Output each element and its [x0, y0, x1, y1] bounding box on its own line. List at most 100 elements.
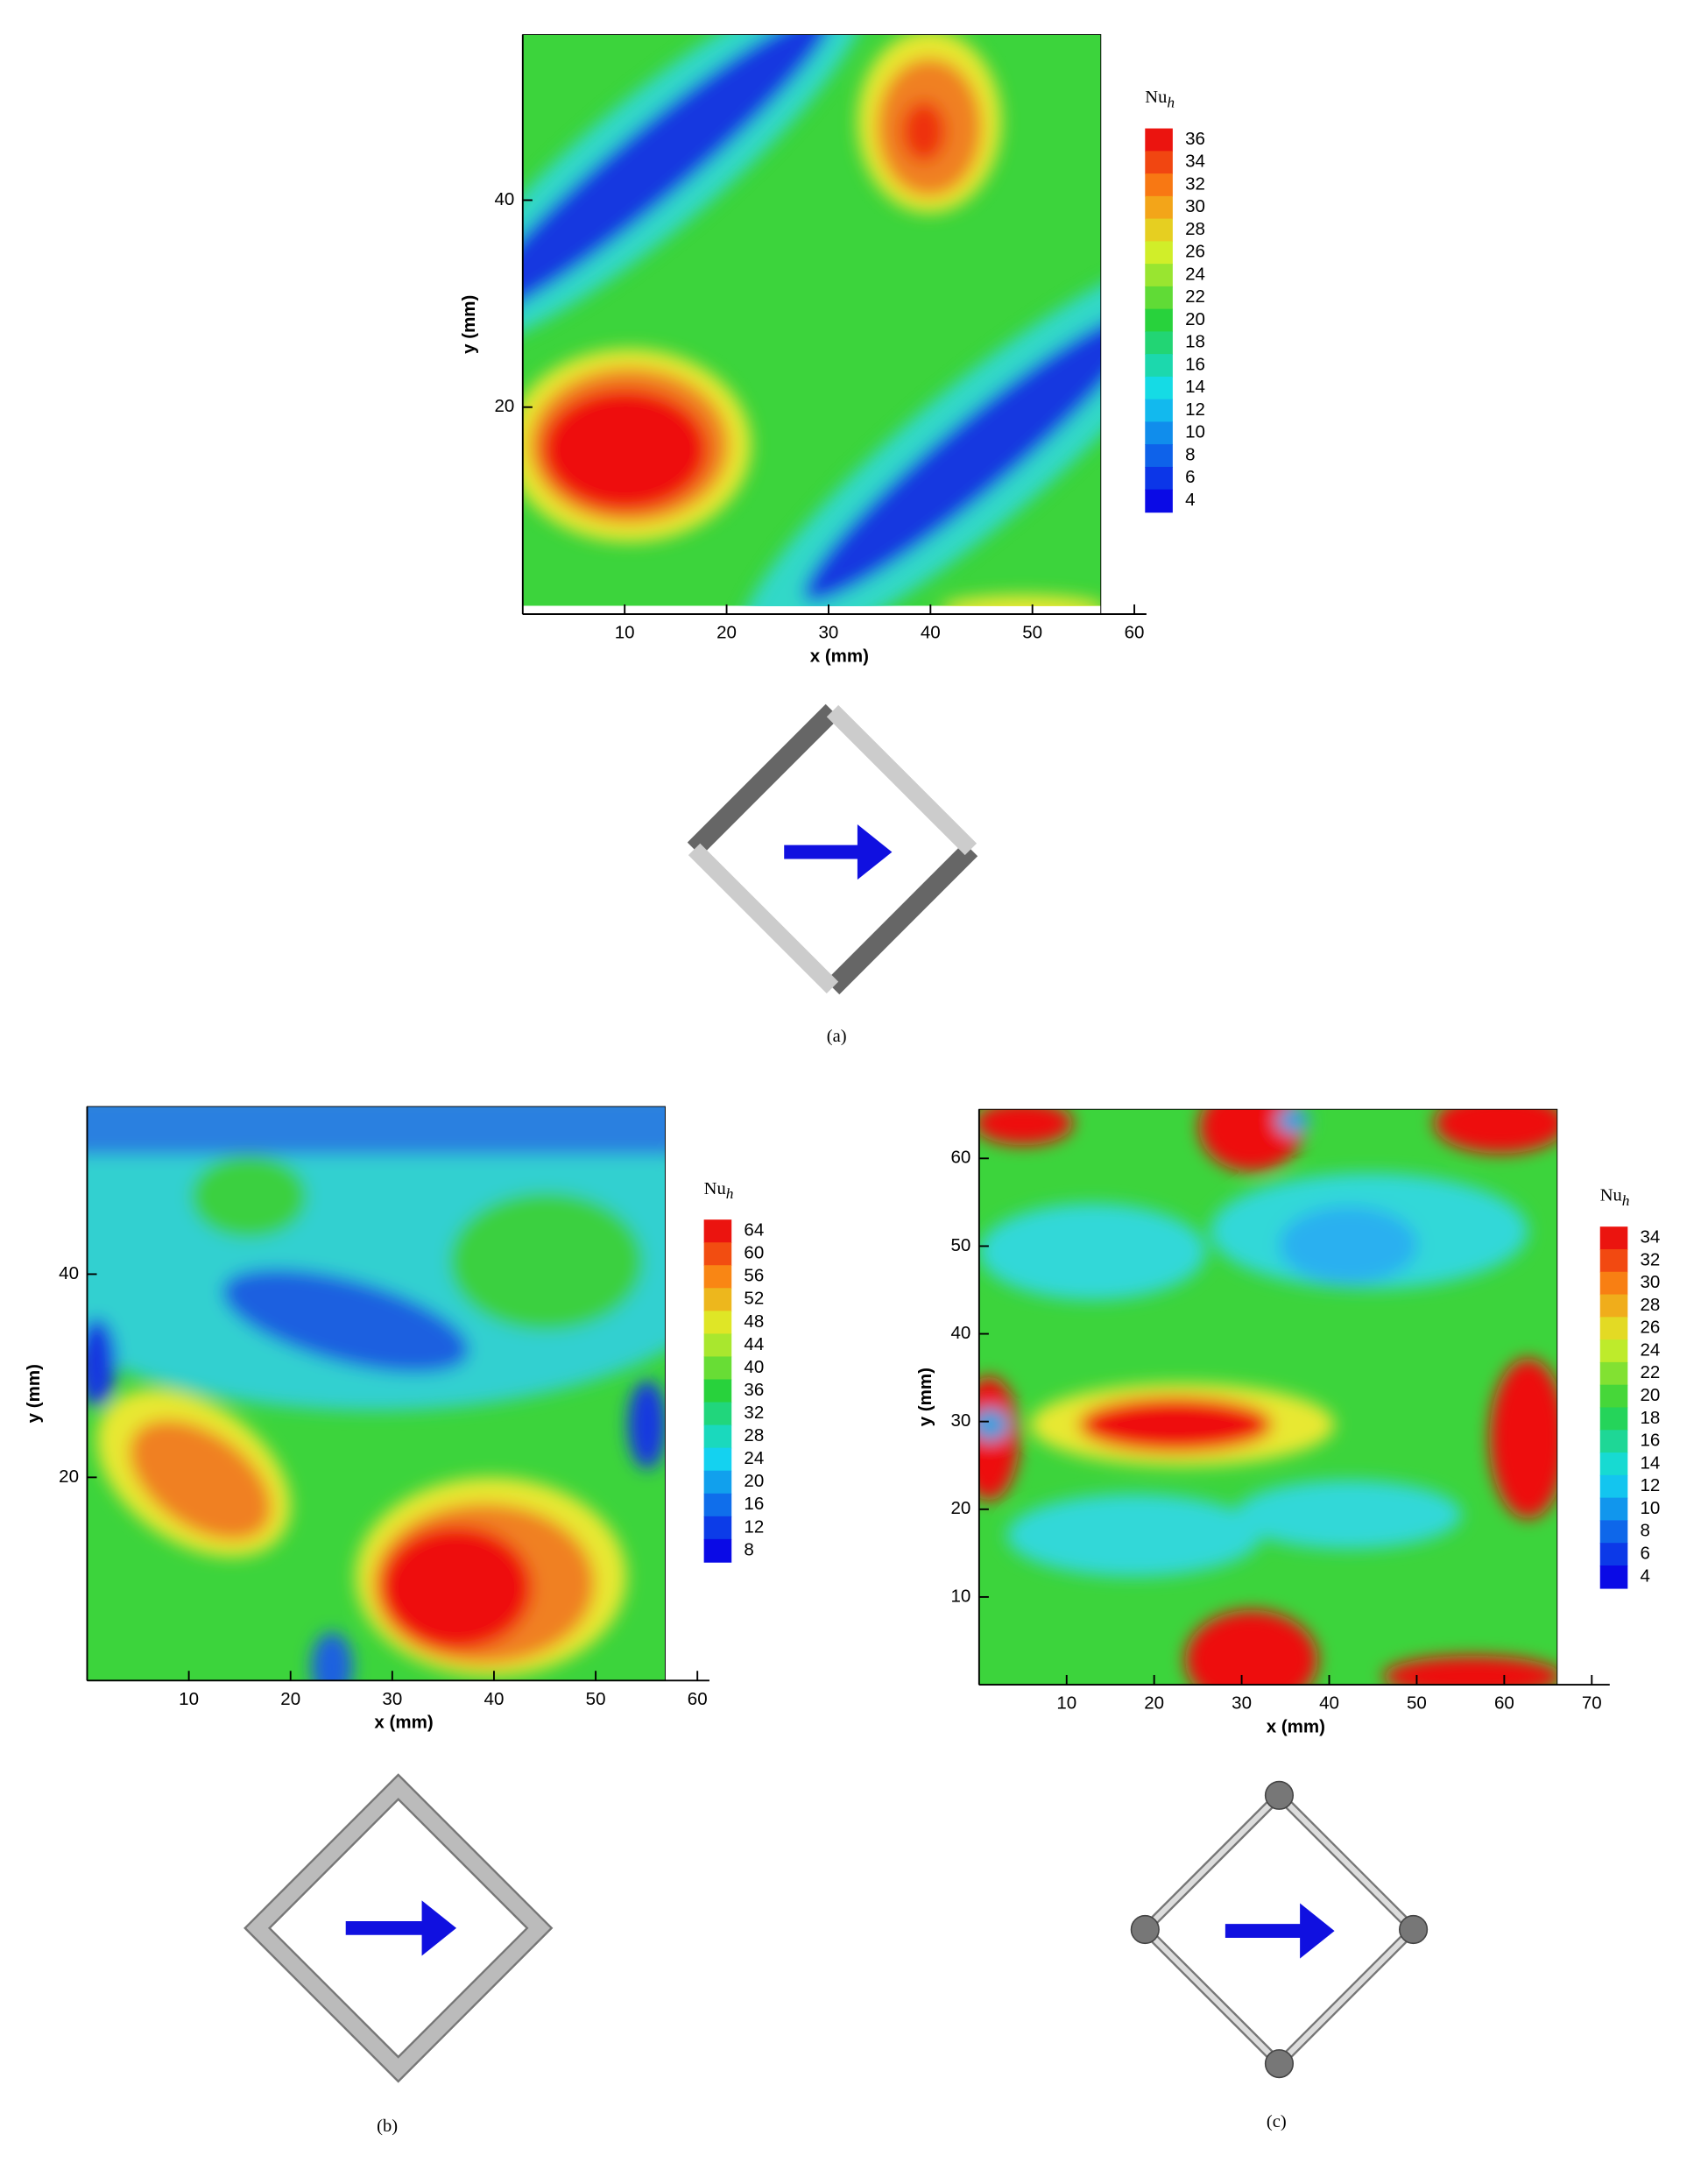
x-tick-label: 50	[1022, 623, 1042, 643]
panel-label: (b)	[377, 2117, 398, 2136]
colorbar-label: 20	[1185, 309, 1205, 329]
colorbar-swatch	[1599, 1497, 1628, 1522]
plot-frame	[522, 33, 1102, 615]
colorbar-swatch	[1145, 354, 1173, 378]
colorbar-swatch	[1599, 1543, 1628, 1566]
x-tick-label: 20	[280, 1689, 300, 1709]
contour-field	[87, 1106, 666, 1681]
x-tick-label: 30	[1232, 1693, 1252, 1714]
colorbar-label: 10	[1641, 1498, 1661, 1518]
colorbar-label: 32	[744, 1403, 764, 1423]
colorbar-label: 40	[744, 1357, 764, 1377]
colorbar-swatch	[703, 1424, 732, 1449]
colorbar-label: 34	[1641, 1226, 1661, 1247]
colorbar-swatch	[703, 1265, 732, 1290]
cylinder-diagram	[244, 1773, 554, 2083]
colorbar-label: 64	[744, 1220, 764, 1240]
colorbar-label: 34	[1185, 152, 1205, 172]
colorbar-label: 12	[1641, 1475, 1661, 1495]
colorbar-swatch	[1145, 376, 1173, 400]
x-axis-label: x (mm)	[810, 646, 869, 666]
colorbar-label: 8	[1641, 1521, 1650, 1541]
colorbar-swatch	[703, 1447, 732, 1472]
colorbar-label: 28	[744, 1425, 764, 1445]
colorbar-swatch	[703, 1242, 732, 1267]
colorbar-title-base: Nu	[704, 1179, 726, 1198]
colorbar-swatch	[1145, 444, 1173, 468]
x-tick-label: 60	[1125, 623, 1145, 643]
colorbar-swatch	[1145, 264, 1173, 287]
y-tick-label: 40	[59, 1263, 79, 1283]
colorbar-swatch	[1145, 286, 1173, 310]
colorbar-title: Nuh	[1145, 88, 1175, 111]
colorbar-label: 18	[1185, 332, 1205, 352]
colorbar-label: 30	[1641, 1272, 1661, 1292]
colorbar-swatch	[1599, 1384, 1628, 1409]
colorbar-label: 16	[1185, 354, 1205, 374]
y-axis-label: y (mm)	[915, 1368, 935, 1426]
colorbar-label: 6	[1641, 1544, 1650, 1564]
colorbar-swatch	[1145, 173, 1173, 197]
colorbar-swatch	[1145, 399, 1173, 423]
panel-label: (c)	[1267, 2112, 1287, 2131]
colorbar-label: 36	[1185, 129, 1205, 149]
cylinder-diagram	[687, 703, 978, 995]
colorbar-label: 12	[744, 1516, 764, 1537]
colorbar-label: 18	[1641, 1408, 1661, 1428]
x-tick-label: 50	[1407, 1693, 1427, 1714]
colorbar-swatch	[1599, 1452, 1628, 1476]
colorbar-label: 16	[1641, 1431, 1661, 1451]
colorbar-swatch	[1145, 128, 1173, 152]
colorbar-swatch	[1599, 1565, 1628, 1589]
x-tick-label: 40	[921, 623, 941, 643]
colorbar-swatch	[1145, 466, 1173, 491]
colorbar-label: 14	[1185, 377, 1205, 397]
colorbar-swatch	[1145, 421, 1173, 445]
cylinder-diagram	[1130, 1780, 1429, 2079]
colorbar-label: 4	[1185, 490, 1195, 510]
colorbar-label: 52	[744, 1289, 764, 1309]
colorbar-swatch	[703, 1333, 732, 1358]
colorbar-label: 8	[1185, 444, 1195, 464]
y-tick-label: 60	[951, 1148, 971, 1168]
plot-frame	[87, 1106, 666, 1681]
colorbar-label: 36	[744, 1380, 764, 1400]
y-tick-label: 50	[951, 1235, 971, 1255]
x-axis-label: x (mm)	[374, 1713, 433, 1733]
panel-label: (a)	[827, 1027, 847, 1046]
colorbar-label: 32	[1185, 173, 1205, 194]
colorbar-title-subscript: h	[726, 1185, 734, 1202]
colorbar-label: 24	[744, 1448, 764, 1468]
colorbar-label: 10	[1185, 422, 1205, 442]
colorbar-swatch	[703, 1538, 732, 1563]
colorbar-label: 44	[744, 1334, 764, 1354]
colorbar-swatch	[1599, 1248, 1628, 1273]
y-tick-label: 40	[495, 189, 515, 209]
colorbar-swatch	[1145, 489, 1173, 513]
colorbar-title-subscript: h	[1622, 1192, 1630, 1209]
colorbar-label: 24	[1641, 1339, 1661, 1360]
contour-field	[522, 34, 1101, 606]
y-tick-label: 20	[59, 1467, 79, 1487]
colorbar-swatch	[1599, 1294, 1628, 1318]
colorbar-label: 20	[1641, 1385, 1661, 1405]
colorbar-swatch	[1145, 331, 1173, 355]
x-tick-label: 10	[1056, 1693, 1076, 1714]
y-axis-label: y (mm)	[24, 1364, 44, 1423]
colorbar-swatch	[1599, 1317, 1628, 1340]
colorbar-swatch	[703, 1516, 732, 1540]
x-tick-label: 30	[819, 623, 839, 643]
colorbar-label: 60	[744, 1243, 764, 1263]
x-tick-label: 40	[484, 1689, 505, 1709]
colorbar-label: 12	[1185, 399, 1205, 420]
x-tick-label: 60	[688, 1689, 708, 1709]
colorbar-label: 20	[744, 1471, 764, 1491]
colorbar-swatch	[1145, 308, 1173, 333]
colorbar-label: 4	[1641, 1566, 1650, 1586]
x-tick-label: 30	[382, 1689, 402, 1709]
colorbar-title-base: Nu	[1600, 1185, 1622, 1205]
colorbar-swatch	[703, 1356, 732, 1381]
contour-field	[978, 1109, 1557, 1686]
